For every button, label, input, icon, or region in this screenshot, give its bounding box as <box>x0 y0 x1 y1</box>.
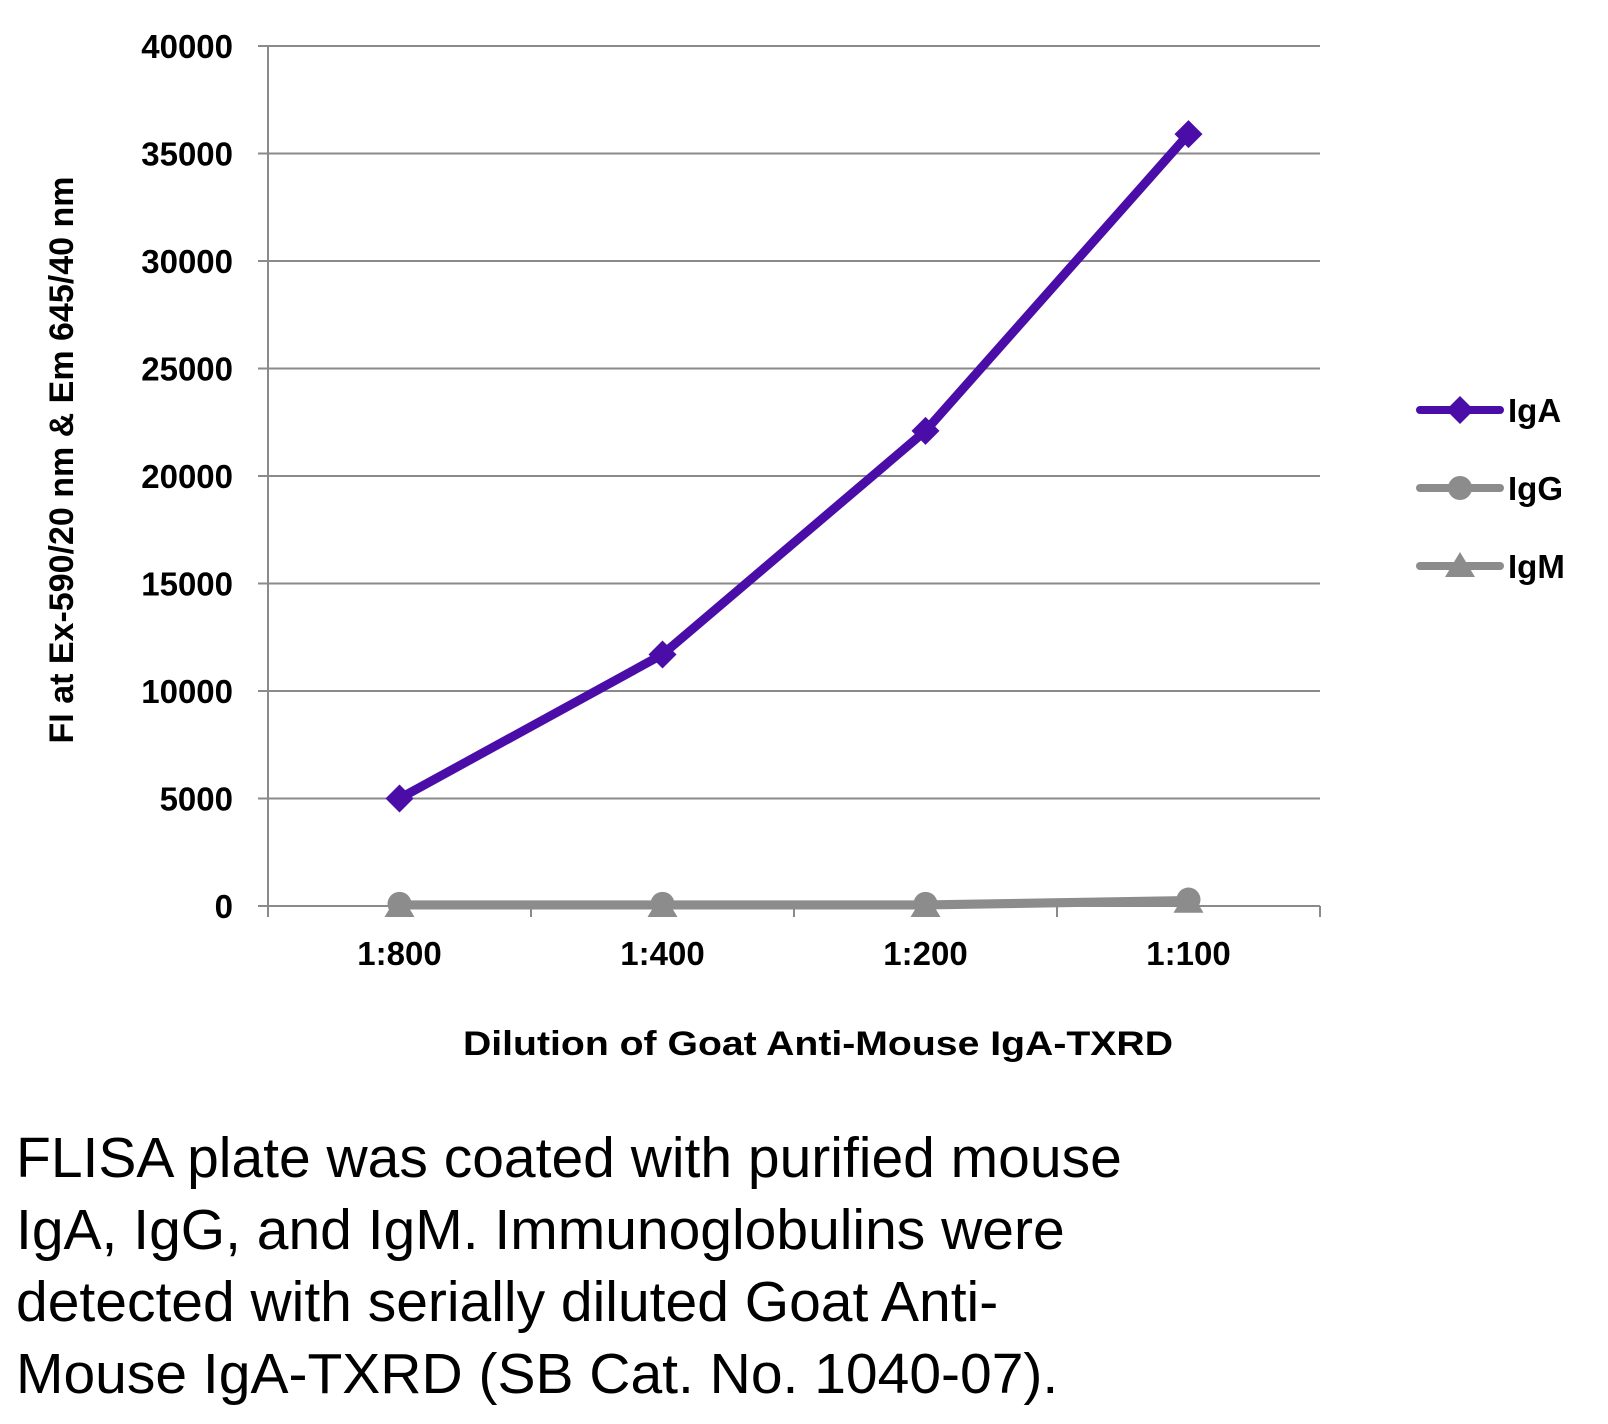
caption-line: Mouse IgA-TXRD (SB Cat. No. 1040-07). <box>16 1342 1059 1406</box>
y-tick-label: 5000 <box>160 781 233 818</box>
y-axis-title: FI at Ex-590/20 nm & Em 645/40 nm <box>43 177 81 744</box>
legend-label-igg: IgG <box>1508 470 1563 507</box>
y-tick-labels: 0 5000 10000 15000 20000 25000 30000 35000 40000 <box>141 28 233 925</box>
data-point-igg <box>387 891 412 916</box>
series-line-iga <box>395 129 1193 803</box>
data-point-iga <box>385 784 414 813</box>
y-tick-label: 25000 <box>141 351 233 388</box>
series-group <box>384 120 1204 917</box>
y-tick-label: 0 <box>215 888 233 925</box>
data-point-iga <box>648 640 677 669</box>
data-point-igg <box>913 891 938 916</box>
x-tick-label: 1:800 <box>357 935 441 972</box>
caption-line: IgA, IgG, and IgM. Immunoglobulins were <box>16 1198 1065 1262</box>
legend-label-iga: IgA <box>1508 392 1561 429</box>
x-tick-label: 1:200 <box>883 935 967 972</box>
y-tick-label: 40000 <box>141 28 233 65</box>
data-point-iga <box>911 416 940 445</box>
y-tick-label: 15000 <box>141 566 233 603</box>
x-tick-labels: 1:800 1:400 1:200 1:100 <box>357 935 1230 972</box>
caption-line: detected with serially diluted Goat Anti… <box>16 1270 999 1334</box>
legend-marker-igm <box>1445 552 1475 577</box>
x-tick-label: 1:100 <box>1146 935 1230 972</box>
legend: IgA IgG IgM <box>1416 392 1565 585</box>
y-tick-label: 20000 <box>141 458 233 495</box>
legend-label-igm: IgM <box>1508 548 1565 585</box>
data-point-igg <box>1176 887 1201 912</box>
data-point-iga <box>1174 120 1203 149</box>
line-chart: 0 5000 10000 15000 20000 25000 30000 35000 40000… <box>43 28 1565 1063</box>
legend-marker-iga <box>1446 396 1474 424</box>
legend-marker-igg <box>1448 476 1472 500</box>
y-tick-label: 10000 <box>141 673 233 710</box>
figure-caption: FLISA plate was coated with purified mou… <box>16 1122 1576 1410</box>
y-tick-label: 30000 <box>141 243 233 280</box>
data-point-igg <box>650 891 675 916</box>
x-tick-label: 1:400 <box>620 935 704 972</box>
series-line-igg <box>396 896 1192 908</box>
caption-line: FLISA plate was coated with purified mou… <box>16 1126 1122 1190</box>
y-tick-label: 35000 <box>141 136 233 173</box>
x-axis-title: Dilution of Goat Anti-Mouse IgA-TXRD <box>463 1025 1173 1063</box>
gridlines <box>258 45 1320 907</box>
